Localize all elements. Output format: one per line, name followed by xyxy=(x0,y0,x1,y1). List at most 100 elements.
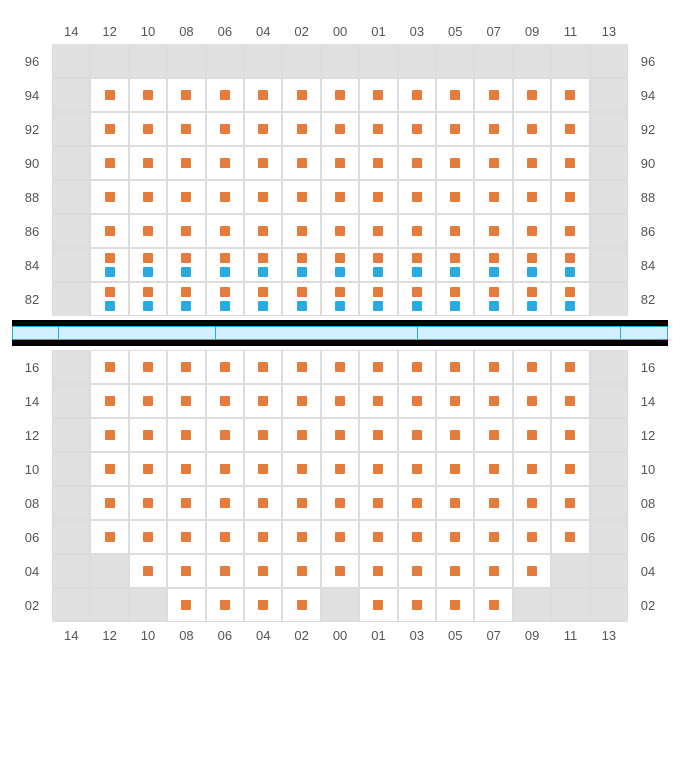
seat-cell[interactable] xyxy=(359,384,397,418)
seat-cell[interactable] xyxy=(244,418,282,452)
seat-cell[interactable] xyxy=(321,248,359,282)
seat-cell[interactable] xyxy=(436,248,474,282)
seat-cell[interactable] xyxy=(474,282,512,316)
seat-cell[interactable] xyxy=(90,282,128,316)
seat-cell[interactable] xyxy=(398,248,436,282)
seat-cell[interactable] xyxy=(282,520,320,554)
seat-cell[interactable] xyxy=(129,282,167,316)
seat-cell[interactable] xyxy=(282,384,320,418)
seat-cell[interactable] xyxy=(359,180,397,214)
seat-cell[interactable] xyxy=(167,78,205,112)
seat-cell[interactable] xyxy=(436,384,474,418)
seat-cell[interactable] xyxy=(244,146,282,180)
seat-cell[interactable] xyxy=(321,554,359,588)
seat-cell[interactable] xyxy=(167,452,205,486)
seat-cell[interactable] xyxy=(398,350,436,384)
seat-cell[interactable] xyxy=(167,248,205,282)
seat-cell[interactable] xyxy=(244,180,282,214)
seat-cell[interactable] xyxy=(129,146,167,180)
seat-cell[interactable] xyxy=(398,112,436,146)
seat-cell[interactable] xyxy=(244,112,282,146)
seat-cell[interactable] xyxy=(321,486,359,520)
seat-cell[interactable] xyxy=(129,554,167,588)
seat-cell[interactable] xyxy=(244,554,282,588)
seat-cell[interactable] xyxy=(474,588,512,622)
seat-cell[interactable] xyxy=(90,486,128,520)
seat-cell[interactable] xyxy=(513,554,551,588)
seat-cell[interactable] xyxy=(398,78,436,112)
seat-cell[interactable] xyxy=(206,146,244,180)
seat-cell[interactable] xyxy=(206,384,244,418)
seat-cell[interactable] xyxy=(129,248,167,282)
seat-cell[interactable] xyxy=(129,452,167,486)
seat-cell[interactable] xyxy=(436,112,474,146)
seat-cell[interactable] xyxy=(282,350,320,384)
seat-cell[interactable] xyxy=(359,486,397,520)
seat-cell[interactable] xyxy=(206,282,244,316)
seat-cell[interactable] xyxy=(321,350,359,384)
seat-cell[interactable] xyxy=(129,180,167,214)
seat-cell[interactable] xyxy=(474,180,512,214)
seat-cell[interactable] xyxy=(167,384,205,418)
seat-cell[interactable] xyxy=(282,418,320,452)
seat-cell[interactable] xyxy=(90,452,128,486)
seat-cell[interactable] xyxy=(474,486,512,520)
seat-cell[interactable] xyxy=(321,112,359,146)
seat-cell[interactable] xyxy=(282,214,320,248)
seat-cell[interactable] xyxy=(551,146,589,180)
seat-cell[interactable] xyxy=(167,282,205,316)
seat-cell[interactable] xyxy=(167,486,205,520)
seat-cell[interactable] xyxy=(359,418,397,452)
seat-cell[interactable] xyxy=(513,350,551,384)
seat-cell[interactable] xyxy=(436,554,474,588)
seat-cell[interactable] xyxy=(551,384,589,418)
seat-cell[interactable] xyxy=(513,146,551,180)
seat-cell[interactable] xyxy=(244,214,282,248)
seat-cell[interactable] xyxy=(436,180,474,214)
seat-cell[interactable] xyxy=(244,486,282,520)
seat-cell[interactable] xyxy=(129,112,167,146)
seat-cell[interactable] xyxy=(129,520,167,554)
seat-cell[interactable] xyxy=(90,180,128,214)
seat-cell[interactable] xyxy=(398,146,436,180)
seat-cell[interactable] xyxy=(321,452,359,486)
seat-cell[interactable] xyxy=(436,282,474,316)
seat-cell[interactable] xyxy=(359,350,397,384)
seat-cell[interactable] xyxy=(244,282,282,316)
seat-cell[interactable] xyxy=(436,520,474,554)
seat-cell[interactable] xyxy=(129,384,167,418)
seat-cell[interactable] xyxy=(359,78,397,112)
seat-cell[interactable] xyxy=(359,146,397,180)
seat-cell[interactable] xyxy=(359,282,397,316)
seat-cell[interactable] xyxy=(551,486,589,520)
seat-cell[interactable] xyxy=(90,248,128,282)
seat-cell[interactable] xyxy=(513,452,551,486)
seat-cell[interactable] xyxy=(206,214,244,248)
seat-cell[interactable] xyxy=(398,418,436,452)
seat-cell[interactable] xyxy=(90,350,128,384)
seat-cell[interactable] xyxy=(244,520,282,554)
seat-cell[interactable] xyxy=(321,520,359,554)
seat-cell[interactable] xyxy=(513,180,551,214)
seat-cell[interactable] xyxy=(167,112,205,146)
seat-cell[interactable] xyxy=(513,248,551,282)
seat-cell[interactable] xyxy=(167,554,205,588)
seat-cell[interactable] xyxy=(206,78,244,112)
seat-cell[interactable] xyxy=(551,520,589,554)
seat-cell[interactable] xyxy=(359,248,397,282)
seat-cell[interactable] xyxy=(436,350,474,384)
seat-cell[interactable] xyxy=(513,520,551,554)
seat-cell[interactable] xyxy=(321,146,359,180)
seat-cell[interactable] xyxy=(206,418,244,452)
seat-cell[interactable] xyxy=(513,282,551,316)
seat-cell[interactable] xyxy=(398,282,436,316)
seat-cell[interactable] xyxy=(206,452,244,486)
seat-cell[interactable] xyxy=(436,78,474,112)
seat-cell[interactable] xyxy=(321,418,359,452)
seat-cell[interactable] xyxy=(282,554,320,588)
seat-cell[interactable] xyxy=(321,180,359,214)
seat-cell[interactable] xyxy=(206,350,244,384)
seat-cell[interactable] xyxy=(282,486,320,520)
seat-cell[interactable] xyxy=(398,520,436,554)
seat-cell[interactable] xyxy=(436,418,474,452)
